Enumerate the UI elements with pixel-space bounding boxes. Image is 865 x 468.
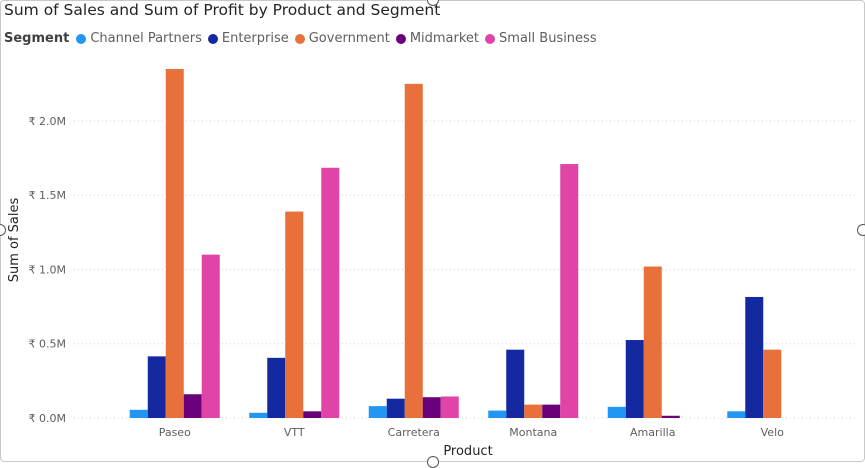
legend-item-midmarket[interactable]: Midmarket (395, 31, 480, 46)
bar-vtt-channel-partners[interactable] (249, 412, 268, 418)
bar-paseo-small-business[interactable] (201, 254, 220, 418)
legend-item-channel-partners[interactable]: Channel Partners (76, 31, 202, 46)
y-tick-label: ₹ 2.0M (29, 115, 66, 128)
bar-montana-enterprise[interactable] (506, 349, 525, 418)
resize-handle-bottom[interactable] (427, 456, 439, 468)
bar-vtt-government[interactable] (285, 211, 304, 418)
y-axis-ticks: ₹ 0.0M ₹ 0.5M ₹ 1.0M ₹ 1.5M ₹ 2.0M (29, 115, 66, 425)
resize-handle-right[interactable] (857, 224, 865, 236)
bar-montana-government[interactable] (524, 404, 543, 418)
y-tick-label: ₹ 0.5M (29, 338, 66, 351)
legend-label: Enterprise (221, 31, 289, 46)
x-tick-label: Paseo (159, 426, 191, 439)
legend-label: Government (308, 31, 390, 46)
bar-amarilla-midmarket[interactable] (661, 415, 680, 418)
legend-title: Segment (4, 31, 70, 46)
y-tick-label: ₹ 0.0M (29, 412, 66, 425)
x-tick-label: Amarilla (630, 426, 675, 439)
bar-carretera-channel-partners[interactable] (368, 406, 387, 418)
bar-paseo-midmarket[interactable] (183, 394, 202, 418)
bar-paseo-enterprise[interactable] (147, 356, 166, 418)
bar-carretera-midmarket[interactable] (422, 397, 441, 418)
bar-vtt-enterprise[interactable] (267, 357, 286, 418)
x-axis-title: Product (443, 444, 492, 459)
x-tick-label: VTT (284, 426, 305, 439)
legend-item-enterprise[interactable]: Enterprise (207, 31, 289, 46)
legend: Segment Channel Partners Enterprise Gove… (4, 31, 603, 46)
bar-amarilla-government[interactable] (643, 266, 662, 418)
bar-carretera-small-business[interactable] (440, 396, 459, 418)
y-tick-label: ₹ 1.0M (29, 263, 66, 276)
legend-dot-icon (207, 33, 218, 44)
bar-paseo-government[interactable] (165, 69, 184, 418)
bar-velo-enterprise[interactable] (745, 296, 764, 418)
bar-vtt-midmarket[interactable] (303, 411, 322, 418)
legend-dot-icon (294, 33, 305, 44)
gridlines (74, 120, 857, 419)
x-tick-label: Montana (509, 426, 557, 439)
bar-carretera-enterprise[interactable] (386, 398, 405, 418)
legend-dot-icon (485, 33, 496, 44)
bar-montana-midmarket[interactable] (542, 404, 561, 418)
bar-carretera-government[interactable] (404, 83, 423, 418)
x-tick-label: Carretera (388, 426, 440, 439)
legend-label: Midmarket (409, 31, 480, 46)
y-tick-label: ₹ 1.5M (29, 189, 66, 202)
bar-montana-channel-partners[interactable] (488, 410, 507, 418)
bars (129, 69, 782, 418)
legend-label: Channel Partners (90, 31, 202, 46)
legend-item-government[interactable]: Government (294, 31, 390, 46)
bar-amarilla-enterprise[interactable] (625, 340, 644, 418)
y-axis-title: Sum of Sales (7, 198, 22, 283)
bar-amarilla-channel-partners[interactable] (607, 406, 626, 418)
bar-velo-channel-partners[interactable] (727, 411, 746, 418)
bar-montana-small-business[interactable] (560, 164, 579, 418)
legend-dot-icon (76, 33, 87, 44)
legend-dot-icon (395, 33, 406, 44)
legend-label: Small Business (499, 31, 597, 46)
x-axis-ticks: Paseo VTT Carretera Montana Amarilla Velo (159, 426, 784, 439)
x-tick-label: Velo (761, 426, 784, 439)
bar-velo-government[interactable] (763, 349, 782, 418)
legend-item-small-business[interactable]: Small Business (485, 31, 597, 46)
chart-title: Sum of Sales and Sum of Profit by Produc… (4, 1, 441, 19)
bar-paseo-channel-partners[interactable] (129, 409, 148, 418)
bar-vtt-small-business[interactable] (321, 167, 340, 418)
